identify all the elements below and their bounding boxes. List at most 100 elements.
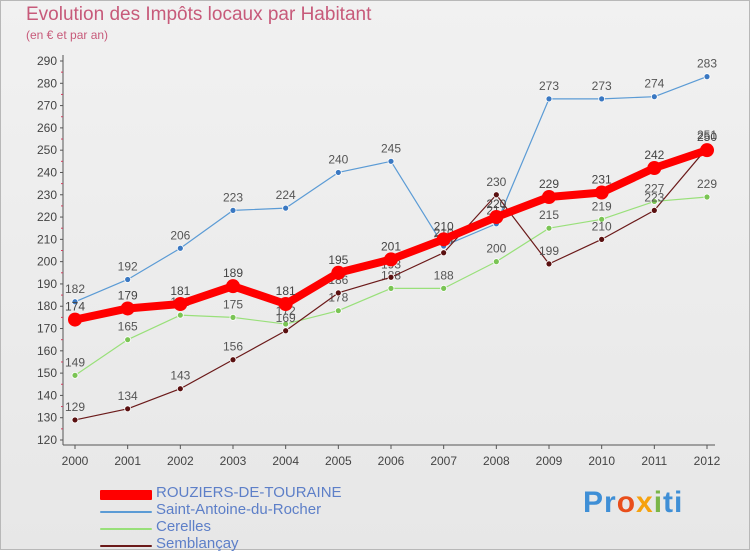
data-label-semblan-ay: 210 (592, 219, 612, 233)
data-label-cerelles: 227 (644, 181, 664, 195)
data-label-rouziers-de-touraine: 201 (381, 239, 401, 253)
x-tick-label-2004: 2004 (272, 454, 299, 468)
proxiti-logo[interactable]: Proxiti (583, 486, 683, 520)
data-point-cerelles (650, 198, 658, 205)
data-point-rouziers-de-touraine (542, 189, 556, 204)
data-point-semblan-ay (387, 273, 395, 281)
data-point-saint-antoine-du-rocher (598, 95, 606, 103)
legend-swatch-saint-antoine (100, 511, 152, 513)
legend-label-semblancay: Semblançay (156, 535, 239, 552)
data-label-saint-antoine-du-rocher: 283 (697, 57, 717, 71)
y-tick-label-230: 230 (37, 188, 57, 202)
data-label-saint-antoine-du-rocher: 273 (539, 79, 559, 93)
data-point-rouziers-de-touraine (226, 279, 240, 294)
data-point-cerelles (124, 336, 132, 344)
data-label-rouziers-de-touraine: 189 (223, 266, 243, 280)
logo-part: o (616, 486, 637, 519)
data-label-semblan-ay: 199 (539, 244, 559, 258)
data-label-cerelles: 188 (434, 268, 454, 282)
data-point-saint-antoine-du-rocher (176, 244, 184, 252)
y-tick-label-260: 260 (37, 121, 57, 135)
data-label-rouziers-de-touraine: 195 (328, 253, 348, 267)
y-tick-label-150: 150 (37, 366, 57, 380)
data-label-rouziers-de-touraine: 179 (118, 288, 138, 302)
y-tick-label-250: 250 (37, 143, 57, 157)
data-label-rouziers-de-touraine: 210 (434, 219, 454, 233)
data-label-saint-antoine-du-rocher: 224 (276, 188, 296, 202)
data-point-saint-antoine-du-rocher (282, 204, 290, 212)
data-point-semblan-ay (334, 289, 342, 297)
data-point-semblan-ay (545, 260, 553, 268)
data-point-saint-antoine-du-rocher (71, 298, 79, 306)
y-tick-label-270: 270 (37, 99, 57, 113)
data-point-rouziers-de-touraine (173, 297, 188, 312)
data-label-semblan-ay: 230 (486, 175, 506, 189)
legend-label-rouziers: ROUZIERS-DE-TOURAINE (156, 484, 342, 501)
data-point-saint-antoine-du-rocher (124, 276, 132, 283)
chart-title: Evolution des Impôts locaux par Habitant (26, 4, 372, 25)
x-tick-label-2002: 2002 (167, 454, 194, 468)
data-point-cerelles (545, 224, 553, 232)
data-point-rouziers-de-touraine (278, 297, 293, 312)
legend-swatch-semblancay (100, 545, 152, 547)
x-tick-label-2009: 2009 (536, 454, 563, 468)
data-point-cerelles (229, 313, 237, 321)
y-tick-label-120: 120 (37, 433, 57, 447)
logo-part: Pr (583, 486, 617, 519)
x-tick-label-2006: 2006 (378, 454, 405, 468)
data-label-cerelles: 200 (486, 242, 506, 256)
data-label-saint-antoine-du-rocher: 206 (170, 228, 190, 242)
y-tick-label-280: 280 (37, 76, 57, 90)
data-label-rouziers-de-touraine: 181 (276, 284, 296, 298)
chart-subtitle: (en € et par an) (26, 28, 109, 42)
data-point-saint-antoine-du-rocher (229, 206, 237, 214)
data-label-cerelles: 178 (328, 291, 348, 305)
data-point-saint-antoine-du-rocher (703, 73, 711, 81)
data-point-semblan-ay (440, 249, 448, 257)
data-point-cerelles (703, 193, 711, 201)
data-label-rouziers-de-touraine: 231 (592, 173, 612, 187)
y-tick-label-200: 200 (37, 255, 57, 269)
y-tick-label-190: 190 (37, 277, 57, 291)
data-label-rouziers-de-touraine: 229 (539, 177, 559, 191)
data-label-saint-antoine-du-rocher: 223 (223, 190, 243, 204)
data-point-semblan-ay (176, 385, 184, 393)
data-point-semblan-ay (650, 206, 658, 214)
data-label-saint-antoine-du-rocher: 245 (381, 141, 401, 155)
data-label-semblan-ay: 129 (65, 400, 85, 414)
data-label-rouziers-de-touraine: 174 (65, 300, 85, 314)
x-tick-label-2000: 2000 (62, 454, 89, 468)
y-tick-label-220: 220 (37, 210, 57, 224)
x-tick-label-2003: 2003 (220, 454, 247, 468)
y-tick-label-140: 140 (37, 388, 57, 402)
y-tick-label-210: 210 (37, 232, 57, 246)
x-tick-label-2010: 2010 (588, 454, 615, 468)
data-label-rouziers-de-touraine: 242 (644, 148, 664, 162)
data-label-saint-antoine-du-rocher: 273 (592, 79, 612, 93)
data-point-saint-antoine-du-rocher (387, 157, 395, 165)
data-point-cerelles (334, 307, 342, 315)
data-label-saint-antoine-du-rocher: 274 (644, 77, 664, 91)
data-point-semblan-ay (598, 235, 606, 243)
legend-swatch-cerelles (100, 528, 152, 530)
data-label-rouziers-de-touraine: 250 (697, 130, 717, 144)
logo-part: x (636, 486, 654, 519)
y-tick-label-180: 180 (37, 299, 57, 313)
y-tick-label-290: 290 (37, 54, 57, 68)
y-tick-label-130: 130 (37, 411, 57, 425)
data-label-cerelles: 219 (592, 199, 612, 213)
data-point-semblan-ay (124, 405, 132, 413)
data-point-rouziers-de-touraine (331, 265, 346, 280)
data-label-cerelles: 175 (223, 297, 243, 311)
data-point-rouziers-de-touraine (489, 210, 504, 225)
data-point-cerelles (387, 284, 395, 292)
data-point-rouziers-de-touraine (594, 185, 609, 200)
data-label-cerelles: 149 (65, 355, 85, 369)
data-point-semblan-ay (282, 327, 290, 335)
data-point-semblan-ay (492, 191, 500, 199)
data-point-rouziers-de-touraine (384, 252, 398, 267)
data-label-semblan-ay: 251 (697, 128, 717, 142)
x-tick-label-2005: 2005 (325, 454, 352, 468)
data-point-rouziers-de-touraine (700, 143, 714, 158)
data-point-saint-antoine-du-rocher (650, 93, 658, 101)
